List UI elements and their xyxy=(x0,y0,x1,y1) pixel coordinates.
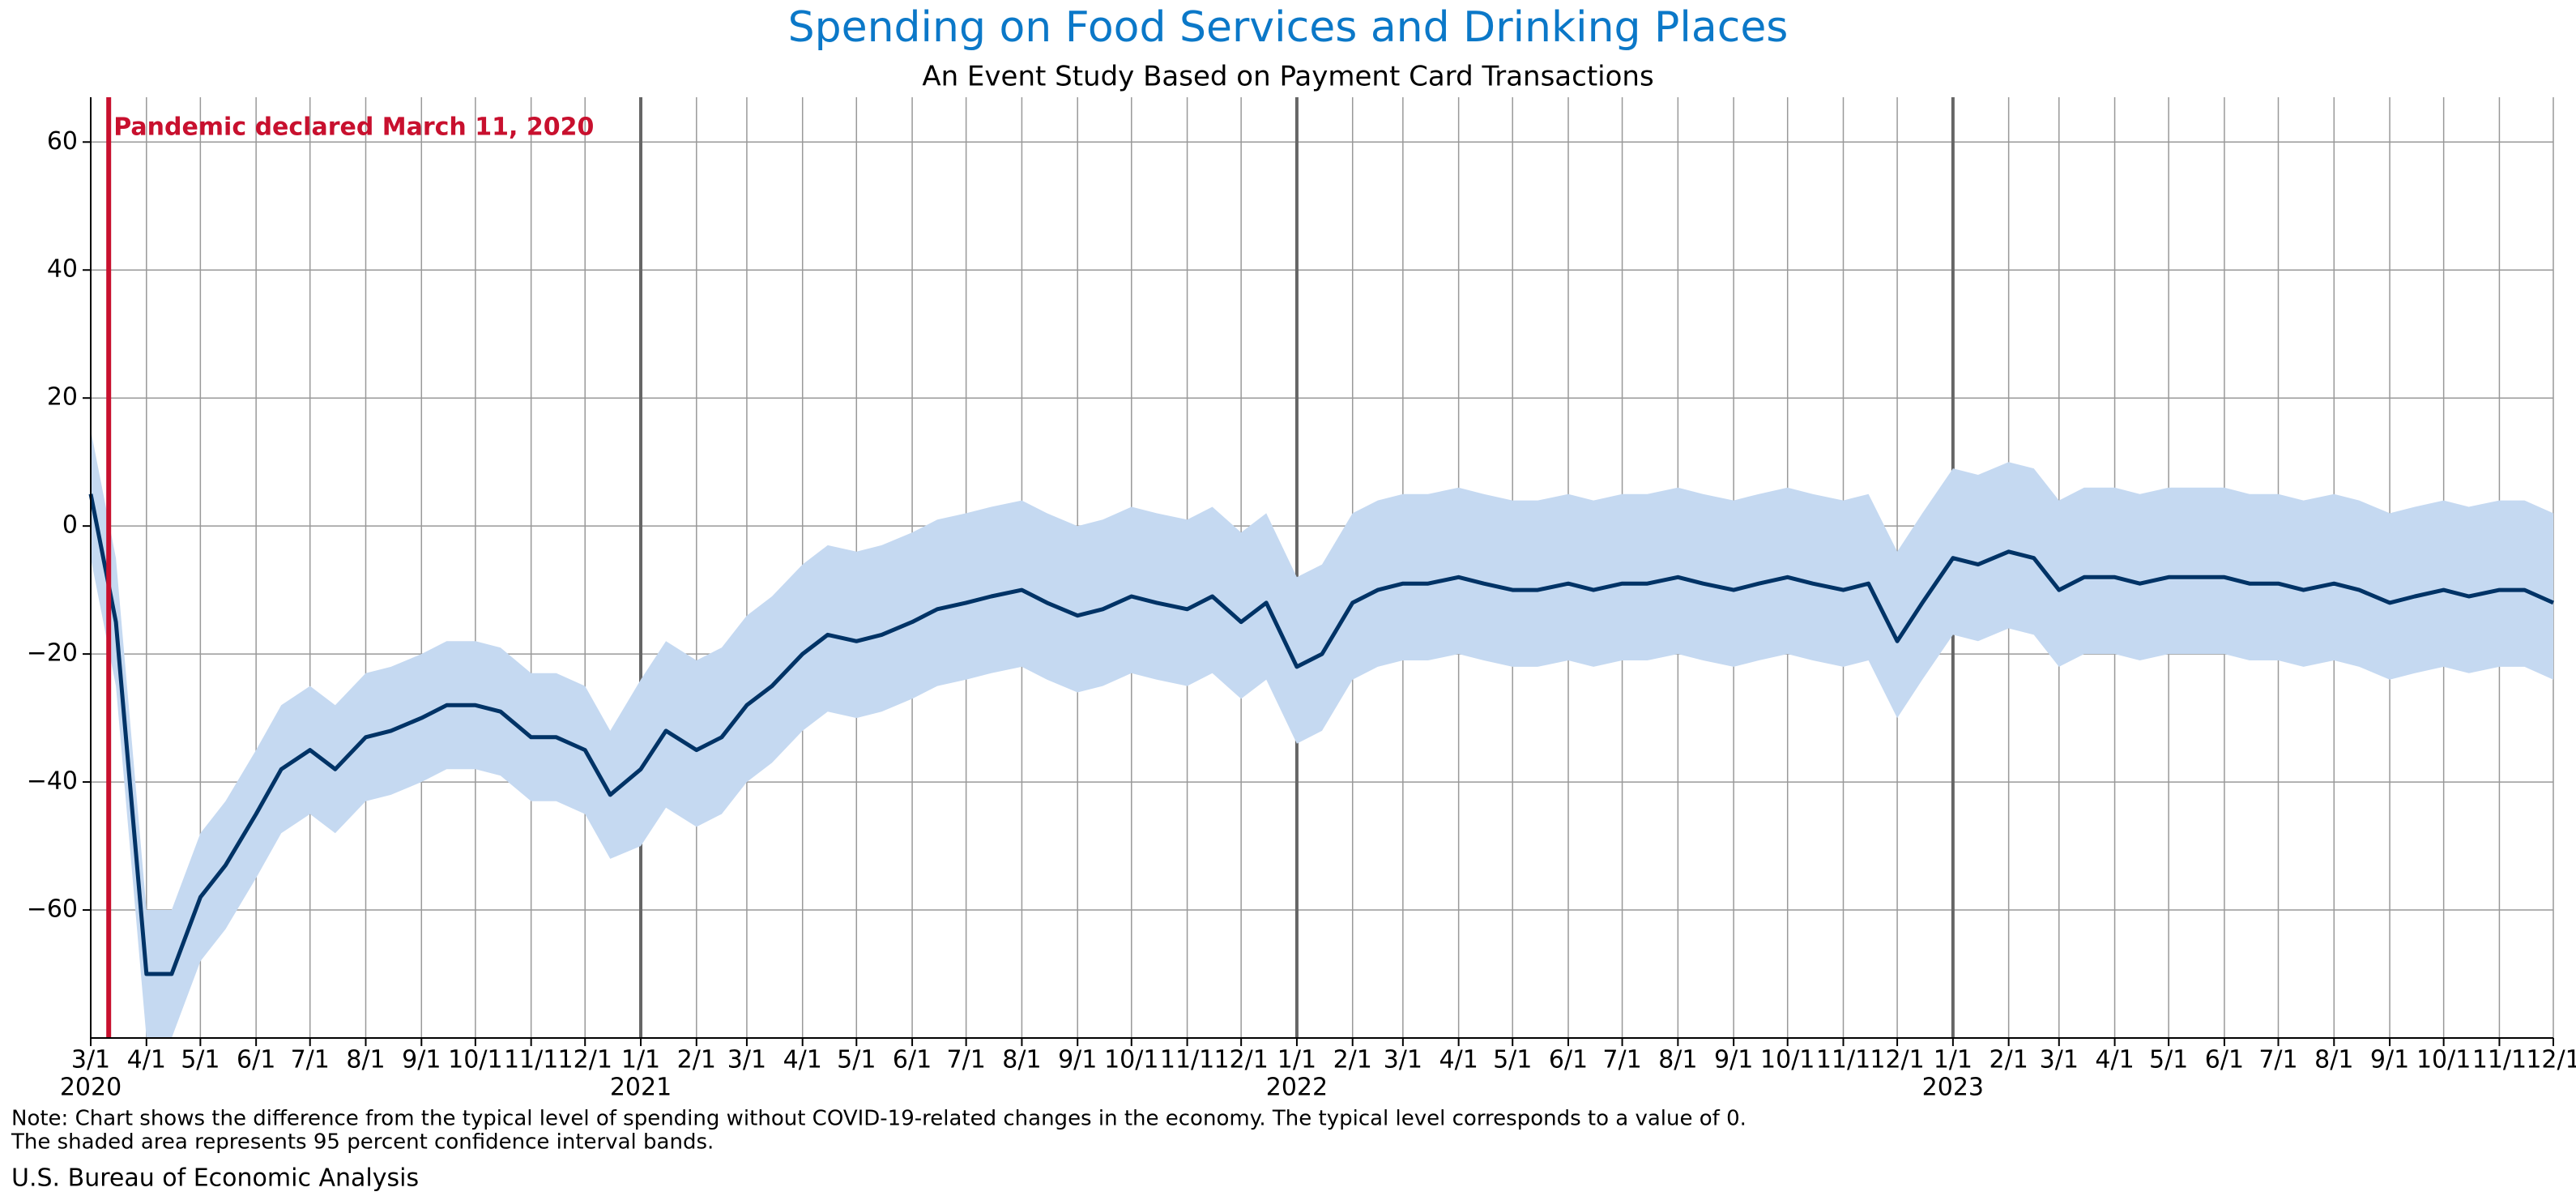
x-tick-label: 4/1 xyxy=(127,1046,166,1074)
y-tick-label: −20 xyxy=(27,639,78,668)
x-tick-label: 8/1 xyxy=(1658,1046,1697,1074)
x-tick-label: 10/1 xyxy=(2416,1046,2471,1074)
x-tick-label: 8/1 xyxy=(1002,1046,1041,1074)
x-tick-label: 11/1 xyxy=(1816,1046,1870,1074)
x-tick-label: 7/1 xyxy=(947,1046,986,1074)
x-tick-label: 11/1 xyxy=(504,1046,558,1074)
y-tick-label: 60 xyxy=(47,127,78,156)
x-tick-label: 6/1 xyxy=(1549,1046,1588,1074)
year-label: 2020 xyxy=(60,1074,122,1102)
y-tick-label: −60 xyxy=(27,895,78,924)
series-line xyxy=(88,493,2555,976)
x-tick-label: 3/1 xyxy=(727,1046,766,1074)
x-tick-label: 12/1 xyxy=(2526,1046,2576,1074)
x-tick-label: 11/1 xyxy=(2472,1046,2527,1074)
x-tick-label: 2/1 xyxy=(677,1046,716,1074)
x-tick-label: 6/1 xyxy=(893,1046,932,1074)
x-tick-label: 9/1 xyxy=(2370,1046,2409,1074)
x-tick-label: 12/1 xyxy=(558,1046,612,1074)
x-tick-label: 5/1 xyxy=(181,1046,220,1074)
x-tick-label: 10/1 xyxy=(1760,1046,1815,1074)
x-tick-label: 5/1 xyxy=(1493,1046,1532,1074)
x-tick-label: 6/1 xyxy=(2205,1046,2244,1074)
x-tick-label: 7/1 xyxy=(1602,1046,1641,1074)
chart-subtitle: An Event Study Based on Payment Card Tra… xyxy=(922,61,1653,93)
x-tick-label: 3/1 xyxy=(1384,1046,1422,1074)
year-label: 2023 xyxy=(1922,1074,1984,1102)
y-tick-label: 0 xyxy=(62,511,78,540)
x-tick-label: 1/1 xyxy=(1934,1046,1973,1074)
x-tick-label: 4/1 xyxy=(783,1046,822,1074)
confidence-band xyxy=(91,429,2553,1038)
x-tick-label: 4/1 xyxy=(2095,1046,2134,1074)
x-tick-label: 2/1 xyxy=(1990,1046,2028,1074)
x-tick-label: 11/1 xyxy=(1160,1046,1214,1074)
source: U.S. Bureau of Economic Analysis xyxy=(11,1164,419,1193)
x-tick-label: 12/1 xyxy=(1213,1046,1268,1074)
year-label: 2021 xyxy=(610,1074,672,1102)
x-tick-label: 6/1 xyxy=(237,1046,275,1074)
event-label: Pandemic declared March 11, 2020 xyxy=(113,113,594,142)
x-tick-label: 7/1 xyxy=(291,1046,330,1074)
x-tick-label: 3/1 xyxy=(2040,1046,2079,1074)
note: Note: Chart shows the difference from th… xyxy=(11,1107,1746,1131)
x-tick-label: 7/1 xyxy=(2258,1046,2297,1074)
x-tick-label: 9/1 xyxy=(402,1046,441,1074)
chart-title: Spending on Food Services and Drinking P… xyxy=(788,3,1789,52)
x-tick-label: 3/1 xyxy=(71,1046,110,1074)
x-tick-label: 9/1 xyxy=(1058,1046,1097,1074)
x-tick-label: 9/1 xyxy=(1714,1046,1753,1074)
x-tick-label: 5/1 xyxy=(2149,1046,2188,1074)
y-tick-label: 20 xyxy=(47,383,78,412)
x-tick-label: 2/1 xyxy=(1333,1046,1372,1074)
x-tick-label: 1/1 xyxy=(621,1046,660,1074)
y-tick-label: −40 xyxy=(27,767,78,796)
x-tick-label: 1/1 xyxy=(1277,1046,1316,1074)
x-tick-label: 4/1 xyxy=(1439,1046,1478,1074)
x-tick-label: 10/1 xyxy=(448,1046,502,1074)
x-tick-label: 10/1 xyxy=(1104,1046,1158,1074)
x-tick-label: 12/1 xyxy=(1870,1046,1924,1074)
x-tick-label: 8/1 xyxy=(346,1046,385,1074)
year-label: 2022 xyxy=(1266,1074,1328,1102)
x-tick-label: 5/1 xyxy=(837,1046,876,1074)
y-tick-label: 40 xyxy=(47,255,78,284)
note: The shaded area represents 95 percent co… xyxy=(11,1130,714,1155)
x-tick-label: 8/1 xyxy=(2314,1046,2353,1074)
